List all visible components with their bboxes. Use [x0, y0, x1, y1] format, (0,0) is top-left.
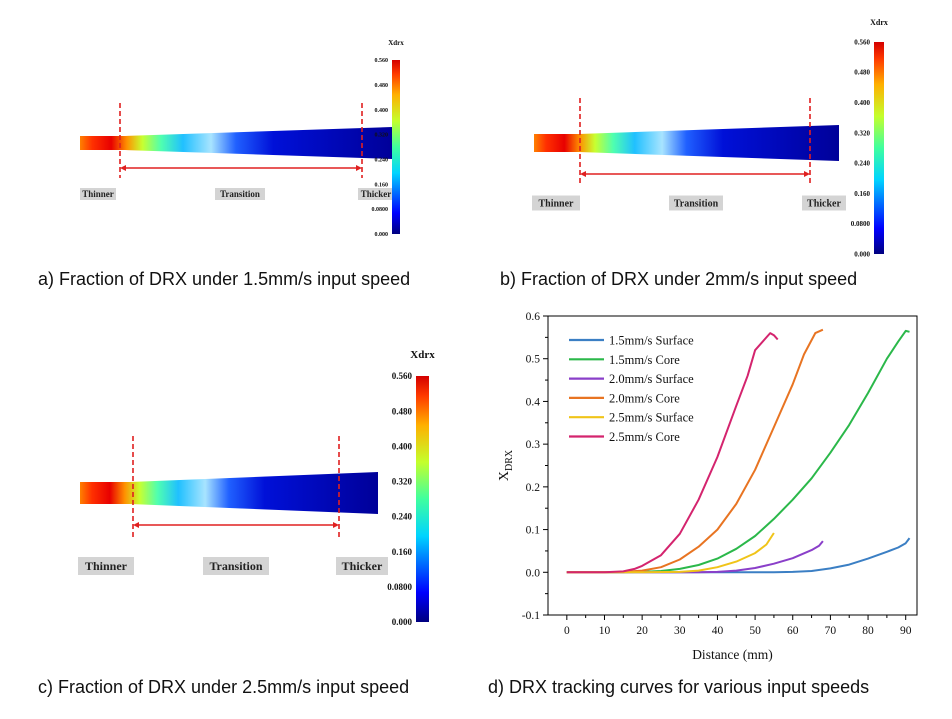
caption-a: a) Fraction of DRX under 1.5mm/s input s… [38, 269, 411, 289]
colorbar-tick-label: 0.560 [854, 38, 870, 46]
colorbar-tick-label: 0.560 [392, 371, 413, 381]
caption-b: b) Fraction of DRX under 2mm/s input spe… [500, 269, 858, 289]
colorbar-tick-label: 0.160 [392, 547, 413, 557]
colorbar-tick-label: 0.480 [392, 406, 413, 416]
series-line-1 [566, 329, 910, 574]
thinner-label-box [80, 188, 116, 200]
thicker-label-box [802, 195, 846, 211]
y-tick-label: -0.1 [522, 610, 540, 622]
panel-d: 0 10 20 30 40 50 60 70 80 90 -0.1 0.0 0.1 0.2 0.3 0.4 0.… [476, 300, 952, 714]
caption-d: d) DRX tracking curves for various input… [488, 677, 870, 697]
series-line-5 [566, 332, 779, 574]
colorbar-tick-label: 0.160 [375, 182, 389, 188]
drx-line-chart: 0 10 20 30 40 50 60 70 80 90 -0.1 0.0 0.1 0.2 0.3 0.4 0.… [497, 311, 918, 662]
colorbar-tick-label: 0.400 [854, 99, 870, 107]
colorbar-tick-label: 0.240 [375, 158, 389, 164]
colorbar-tick-label: 0.480 [854, 69, 870, 77]
colorbar-tick-label: 0.480 [375, 83, 389, 89]
x-tick-label: 60 [787, 625, 799, 637]
thicker-label: Thicker [807, 199, 841, 210]
y-tick-label: 0.3 [526, 439, 541, 451]
colorbar-tick-label: 0.0800 [372, 207, 389, 213]
series-line-2 [566, 540, 824, 574]
colorbar-title: Xdrx [870, 18, 888, 27]
x-tick-label: 10 [599, 625, 611, 637]
transition-label: Transition [220, 189, 260, 199]
colorbar-tick-label: 0.240 [854, 160, 870, 168]
y-tick-label: 0.1 [526, 525, 541, 537]
x-tick-label: 70 [825, 625, 837, 637]
y-tick-label: 0.0 [526, 567, 541, 579]
colorbar-tick-label: 0.560 [375, 58, 389, 64]
x-tick-label: 0 [564, 625, 570, 637]
x-tick-label: 30 [674, 625, 686, 637]
panel-a-svg: Thinner Transition Thicker Xdrx 0.560 0.480 0.… [80, 39, 404, 238]
y-tick-label: 0.6 [526, 311, 541, 323]
colorbar-tick-label: 0.240 [392, 512, 413, 522]
drx-contour-strip [80, 127, 392, 159]
colorbar-tick-label: 0.000 [854, 250, 870, 258]
legend-entry: 2.0mm/s Core [609, 391, 680, 405]
series-line-0 [566, 537, 911, 574]
colorbar-title: Xdrx [388, 39, 404, 47]
thinner-label: Thinner [82, 189, 114, 199]
caption-c: c) Fraction of DRX under 2.5mm/s input s… [38, 677, 410, 697]
colorbar [416, 376, 429, 622]
drx-contour-strip [534, 125, 839, 161]
colorbar-tick-label: 0.320 [375, 133, 389, 139]
panel-c: Thinner Transition Thicker Xdrx 0.560 0.480 0.… [0, 300, 476, 714]
colorbar-tick-label: 0.400 [392, 441, 413, 451]
y-tick-label: 0.5 [526, 354, 541, 366]
colorbar [392, 60, 400, 234]
x-tick-label: 50 [749, 625, 761, 637]
panel-b: Thinner Transition Thicker Xdrx 0.560 0.480 0.… [476, 0, 952, 300]
x-axis-label: Distance (mm) [692, 647, 773, 662]
colorbar [874, 42, 884, 254]
legend-entry: 2.0mm/s Surface [609, 372, 694, 386]
colorbar-title: Xdrx [410, 349, 435, 361]
legend-entry: 2.5mm/s Surface [609, 411, 694, 425]
colorbar-tick-label: 0.000 [392, 617, 413, 627]
thinner-label-box [532, 195, 580, 211]
series-line-4 [566, 532, 775, 574]
thicker-label-box [358, 188, 394, 200]
y-tick-label: 0.2 [526, 482, 541, 494]
thinner-label: Thinner [85, 559, 128, 573]
x-tick-label: 80 [862, 625, 874, 637]
transition-label: Transition [674, 199, 719, 210]
panel-a: Thinner Transition Thicker Xdrx 0.560 0.480 0.… [0, 0, 470, 300]
transition-label-box [203, 557, 269, 575]
colorbar-tick-label: 0.0800 [387, 582, 412, 592]
thinner-label-box [78, 557, 134, 575]
panel-b-svg: Thinner Transition Thicker Xdrx 0.560 0.480 0.… [532, 18, 888, 258]
x-tick-label: 20 [636, 625, 648, 637]
colorbar-tick-label: 0.000 [375, 232, 389, 238]
x-tick-label: 40 [712, 625, 724, 637]
thicker-label: Thicker [361, 189, 392, 199]
colorbar-tick-label: 0.160 [854, 190, 870, 198]
colorbar-tick-label: 0.0800 [851, 220, 871, 228]
drx-contour-strip [80, 472, 378, 514]
y-axis-label: XDRX [497, 449, 515, 481]
legend-entry: 1.5mm/s Core [609, 353, 680, 367]
colorbar-tick-label: 0.320 [392, 477, 413, 487]
thicker-label-box [336, 557, 388, 575]
x-tick-label: 90 [900, 625, 912, 637]
legend-entry: 1.5mm/s Surface [609, 334, 694, 348]
legend-entry: 2.5mm/s Core [609, 430, 680, 444]
transition-label-box [669, 195, 723, 211]
panel-c-svg: Thinner Transition Thicker Xdrx 0.560 0.480 0.… [78, 349, 435, 627]
transition-label-box [215, 188, 265, 200]
colorbar-tick-label: 0.320 [854, 129, 870, 137]
series-line-3 [566, 328, 824, 574]
thinner-label: Thinner [538, 199, 574, 210]
y-tick-label: 0.4 [526, 396, 541, 408]
transition-label: Transition [209, 559, 262, 573]
thicker-label: Thicker [342, 559, 383, 573]
colorbar-tick-label: 0.400 [375, 108, 389, 114]
